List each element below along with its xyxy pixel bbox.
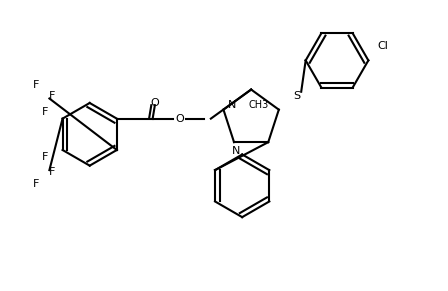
Text: F: F (42, 152, 48, 162)
Text: F: F (33, 80, 39, 90)
Text: O: O (175, 114, 184, 124)
Text: CH3: CH3 (248, 100, 268, 110)
Text: F: F (42, 107, 48, 117)
Text: Cl: Cl (377, 41, 388, 52)
Text: F: F (33, 179, 39, 189)
Text: F: F (48, 91, 55, 101)
Text: O: O (151, 98, 159, 108)
Text: N: N (228, 100, 237, 110)
Text: S: S (293, 91, 300, 101)
Text: N: N (232, 146, 241, 156)
Text: F: F (48, 167, 55, 177)
